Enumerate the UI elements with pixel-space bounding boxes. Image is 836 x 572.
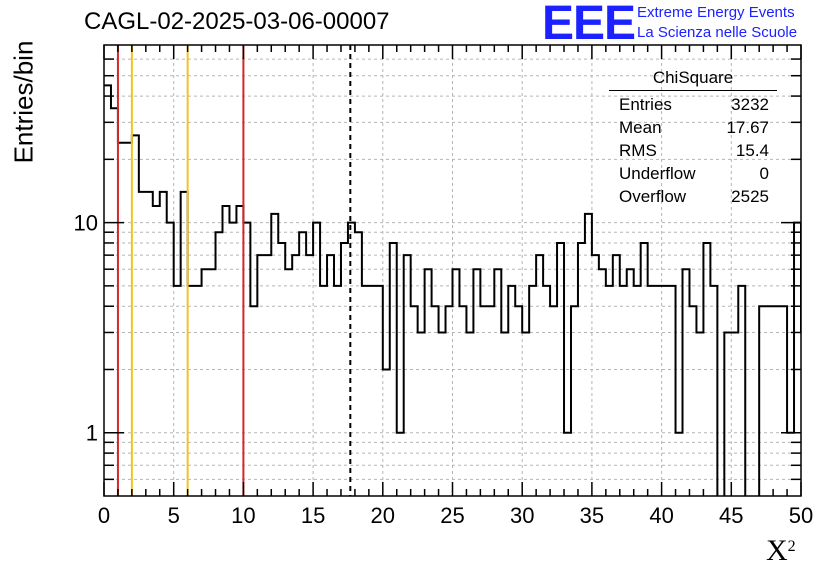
stats-row-rms: RMS 15.4 bbox=[609, 139, 777, 162]
x-tick-label: 10 bbox=[231, 503, 255, 528]
logo-caption: Extreme Energy Events La Scienza nelle S… bbox=[637, 3, 797, 43]
stats-row-mean: Mean 17.67 bbox=[609, 116, 777, 139]
stats-label: Mean bbox=[619, 118, 662, 137]
stats-label: Overflow bbox=[619, 187, 687, 206]
chart-title: CAGL-02-2025-03-06-00007 bbox=[84, 8, 390, 35]
logo-line-1: Extreme Energy Events bbox=[637, 4, 795, 21]
x-axis-label-superscript: 2 bbox=[787, 538, 796, 555]
x-tick-label: 0 bbox=[98, 503, 110, 528]
x-tick-label: 5 bbox=[168, 503, 180, 528]
stats-row-entries: Entries 3232 bbox=[609, 93, 777, 116]
logo-line-2: La Scienza nelle Scuole bbox=[637, 24, 798, 41]
stats-label: Entries bbox=[619, 95, 672, 114]
x-axis-label-base: X bbox=[766, 534, 788, 567]
x-tick-label: 40 bbox=[649, 503, 673, 528]
x-tick-label: 50 bbox=[789, 503, 813, 528]
eee-logo: EEE bbox=[542, 0, 636, 50]
stats-value: 15.4 bbox=[735, 141, 769, 160]
x-tick-label: 35 bbox=[580, 503, 604, 528]
stats-value: 3232 bbox=[731, 95, 769, 114]
stats-value: 0 bbox=[759, 164, 769, 183]
y-axis-label: Entries/bin bbox=[8, 40, 39, 164]
stats-box: ChiSquare Entries 3232 Mean 17.67 RMS 15… bbox=[609, 68, 777, 208]
stats-label: Underflow bbox=[619, 164, 696, 183]
stats-value: 17.67 bbox=[726, 118, 769, 137]
stats-label: RMS bbox=[619, 141, 657, 160]
y-axis-label-wrap: Entries/bin bbox=[8, 22, 40, 182]
x-tick-label: 15 bbox=[301, 503, 325, 528]
stats-row-underflow: Underflow 0 bbox=[609, 162, 777, 185]
x-tick-label: 20 bbox=[371, 503, 395, 528]
stats-title: ChiSquare bbox=[609, 68, 777, 91]
x-axis-label: X2 bbox=[766, 534, 796, 568]
x-tick-label: 25 bbox=[440, 503, 464, 528]
y-tick-label: 1 bbox=[86, 421, 98, 446]
histogram-series bbox=[104, 84, 801, 496]
stats-row-overflow: Overflow 2525 bbox=[609, 185, 777, 208]
stats-value: 2525 bbox=[731, 187, 769, 206]
x-tick-label: 30 bbox=[510, 503, 534, 528]
y-tick-label: 10 bbox=[74, 211, 98, 236]
x-tick-label: 45 bbox=[719, 503, 743, 528]
